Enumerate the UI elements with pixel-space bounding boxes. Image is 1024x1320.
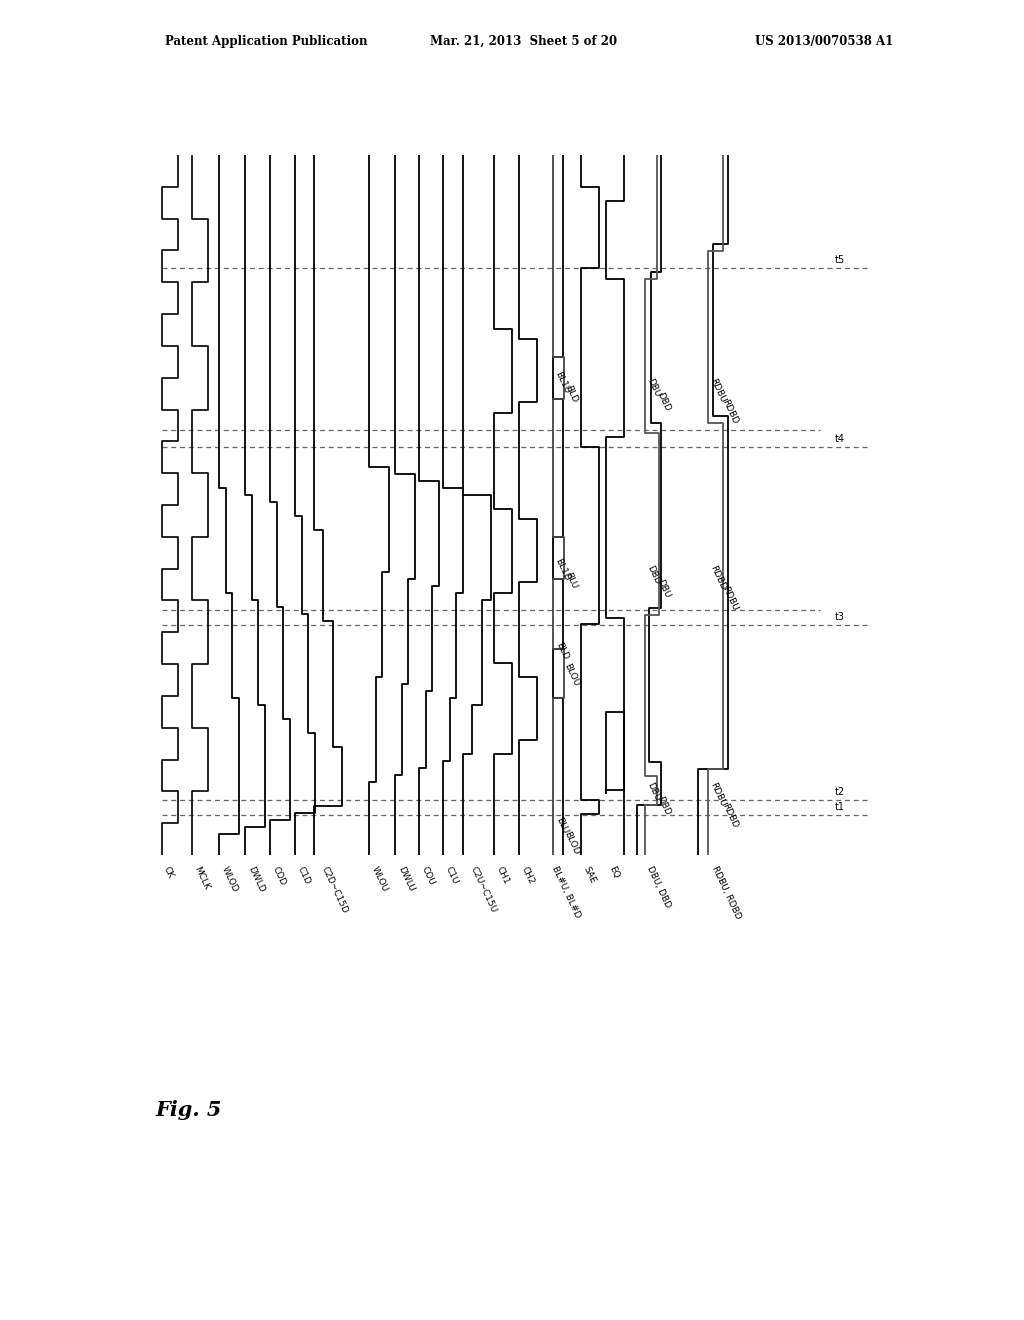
Text: BLU: BLU — [563, 572, 579, 590]
Text: t3: t3 — [835, 612, 845, 622]
Text: DBD: DBD — [645, 564, 662, 586]
Text: C1U: C1U — [443, 865, 460, 886]
Text: BLOU: BLOU — [562, 663, 581, 688]
Text: BL1D: BL1D — [553, 557, 571, 582]
Text: WLOD: WLOD — [220, 865, 240, 894]
Text: CH1: CH1 — [495, 865, 511, 886]
Text: DWLU: DWLU — [396, 865, 416, 894]
Text: SAE: SAE — [582, 865, 597, 884]
Text: BLD: BLD — [554, 642, 569, 661]
Text: t2: t2 — [835, 787, 845, 797]
Text: BLU: BLU — [554, 816, 569, 836]
Text: CH2: CH2 — [520, 865, 536, 886]
Text: BLOD: BLOD — [562, 830, 581, 857]
Text: RDBD: RDBD — [708, 564, 727, 591]
Text: Patent Application Publication: Patent Application Publication — [165, 36, 368, 48]
Text: DBU: DBU — [645, 378, 662, 399]
Text: RDBD: RDBD — [720, 803, 739, 830]
Text: EQ: EQ — [607, 865, 621, 880]
Text: RDBU: RDBU — [720, 585, 739, 612]
Text: US 2013/0070538 A1: US 2013/0070538 A1 — [755, 36, 893, 48]
Text: WLOU: WLOU — [370, 865, 389, 894]
Text: C2D~C15D: C2D~C15D — [319, 865, 349, 915]
Text: BLD: BLD — [563, 384, 579, 404]
Text: RDBD: RDBD — [720, 399, 739, 425]
Text: BL1U: BL1U — [553, 370, 571, 395]
Text: CK: CK — [162, 865, 175, 880]
Text: COU: COU — [420, 865, 436, 887]
Text: DBU: DBU — [645, 781, 662, 803]
Text: t4: t4 — [835, 434, 845, 444]
Text: MCLK: MCLK — [191, 865, 211, 891]
Text: Fig. 5: Fig. 5 — [155, 1100, 221, 1119]
Text: C2U~C15U: C2U~C15U — [469, 865, 499, 915]
Text: DBD: DBD — [655, 795, 672, 817]
Text: RDBU, RDBD: RDBU, RDBD — [710, 865, 742, 921]
Text: Mar. 21, 2013  Sheet 5 of 20: Mar. 21, 2013 Sheet 5 of 20 — [430, 36, 617, 48]
Text: DBU: DBU — [655, 578, 672, 599]
Text: C1D: C1D — [296, 865, 312, 886]
Text: BL#U, BL#D: BL#U, BL#D — [550, 865, 582, 920]
Text: RDBU: RDBU — [708, 378, 727, 404]
Text: t5: t5 — [835, 255, 845, 265]
Text: RDBU: RDBU — [708, 781, 727, 808]
Text: t1: t1 — [835, 803, 845, 812]
Text: DBD: DBD — [655, 391, 672, 413]
Text: COD: COD — [270, 865, 288, 887]
Text: DWLD: DWLD — [246, 865, 265, 894]
Text: DBU, DBD: DBU, DBD — [645, 865, 672, 909]
